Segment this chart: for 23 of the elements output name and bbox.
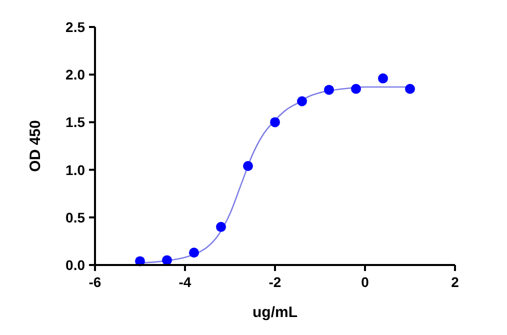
point <box>405 84 415 94</box>
point <box>324 84 334 95</box>
y-tick-label: 2.0 <box>66 66 86 83</box>
x-tick-label: -4 <box>178 274 192 290</box>
y-tick-label: 0.5 <box>66 209 86 226</box>
x-tick-label: 0 <box>361 274 370 290</box>
y-axis-title: OD 450 <box>27 120 44 172</box>
point <box>189 248 199 258</box>
x-tick-label: -6 <box>88 274 102 290</box>
point <box>162 255 172 266</box>
point <box>270 117 280 128</box>
point <box>297 96 307 106</box>
x-axis-title: ug/mL <box>252 304 298 321</box>
point <box>351 84 361 94</box>
point <box>216 222 226 232</box>
y-tick-label: 1.5 <box>66 114 86 130</box>
x-tick-label: -2 <box>268 274 282 290</box>
x-tick-label: 2 <box>451 274 460 290</box>
point <box>378 73 388 84</box>
y-tick-label: 1.0 <box>66 162 86 178</box>
point <box>243 160 253 171</box>
y-tick-label: 0.0 <box>66 257 86 273</box>
y-tick-label: 2.5 <box>66 19 86 35</box>
